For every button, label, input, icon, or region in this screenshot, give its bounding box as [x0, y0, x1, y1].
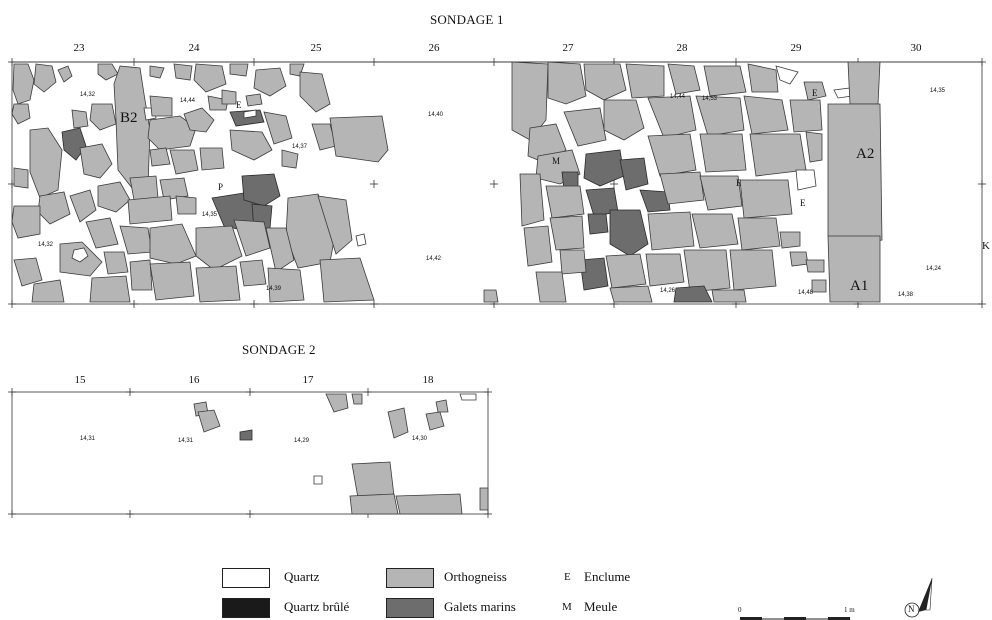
elevation-label: 14,48: [798, 290, 814, 296]
row-label: K: [982, 240, 990, 252]
legend-swatch-quartz-brule: [222, 598, 270, 618]
col-label: 30: [910, 42, 922, 54]
legend-code: M: [562, 601, 572, 613]
sondage2-title: SONDAGE 2: [242, 342, 316, 357]
legend-label: Enclume: [584, 569, 631, 584]
legend-swatch-quartz: [222, 568, 270, 588]
feature-code-e: E: [800, 198, 806, 208]
col-label: 28: [676, 42, 688, 54]
sondage1-title: SONDAGE 1: [430, 12, 504, 27]
legend-swatch-orthogneiss: [386, 568, 434, 588]
feature-label-a2: A2: [856, 146, 875, 162]
north-arrow-icon: [904, 577, 933, 618]
elevation-label: 14,42: [426, 256, 442, 262]
col-label: 25: [310, 42, 322, 54]
scale-start: 0: [738, 606, 742, 614]
elevation-label: 14,30: [412, 436, 428, 442]
elevation-label: 14,29: [294, 438, 310, 444]
legend-label: Galets marins: [444, 599, 516, 614]
legend-code: E: [564, 571, 571, 583]
scale-end: 1 m: [844, 606, 855, 614]
elevation-label: 14,35: [930, 88, 946, 94]
elevation-label: 14,39: [266, 286, 282, 292]
elevation-label: 14,32: [38, 242, 54, 248]
col-label: 24: [188, 42, 200, 54]
stones-east: [483, 61, 883, 303]
scale-bar: [740, 617, 850, 620]
col-label: 17: [302, 374, 314, 386]
elevation-label: 14,24: [926, 266, 942, 272]
feature-code-m: M: [552, 156, 561, 166]
elevation-label: 14,44: [670, 94, 686, 100]
elevation-label: 14,26: [660, 288, 676, 294]
col-label: 26: [428, 42, 440, 54]
elevation-label: 14,37: [292, 144, 308, 150]
col-label: 23: [73, 42, 85, 54]
elevation-label: 14,35: [202, 212, 218, 218]
col-label: 29: [790, 42, 802, 54]
elevation-label: 14,31: [178, 438, 194, 444]
legend-label: Orthogneiss: [444, 569, 507, 584]
col-label: 15: [74, 374, 86, 386]
stones-sondage2: [193, 393, 489, 515]
legend-swatch-galets: [386, 598, 434, 618]
col-label: 27: [562, 42, 574, 54]
feature-code-e: E: [812, 88, 818, 98]
elevation-label: 14,53: [702, 96, 718, 102]
feature-code-p: P: [218, 182, 224, 192]
elevation-label: 14,31: [80, 436, 96, 442]
col-label: 18: [422, 374, 434, 386]
stones-west: [11, 63, 389, 303]
elevation-label: 14,44: [180, 98, 196, 104]
legend-label: Quartz brûlé: [284, 599, 350, 614]
feature-label-b2: B2: [120, 110, 138, 126]
col-label: 16: [188, 374, 200, 386]
feature-code-e: E: [736, 178, 742, 188]
feature-label-a1: A1: [850, 278, 869, 294]
feature-code-e: E: [236, 100, 242, 110]
elevation-label: 14,32: [80, 92, 96, 98]
north-letter: N: [908, 604, 915, 614]
legend-label: Quartz: [284, 569, 320, 584]
elevation-label: 14,38: [898, 292, 914, 298]
legend-label: Meule: [584, 599, 618, 614]
elevation-label: 14,40: [428, 112, 444, 118]
